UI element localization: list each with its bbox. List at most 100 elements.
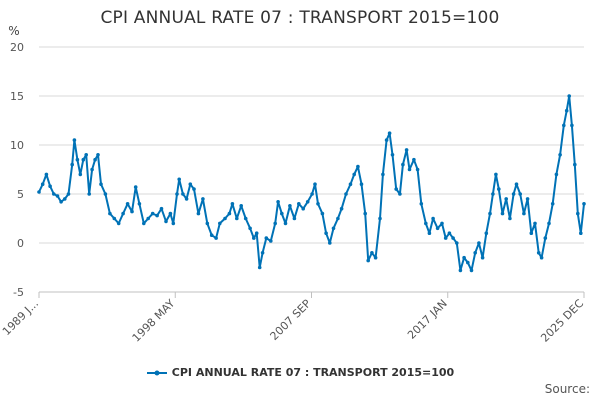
data-point (497, 187, 501, 191)
data-point (511, 192, 516, 196)
data-point (93, 157, 97, 162)
data-point (451, 236, 455, 240)
data-point (500, 211, 505, 216)
data-point (370, 251, 374, 255)
data-point (462, 255, 466, 260)
data-point (235, 216, 239, 221)
data-point (419, 202, 424, 206)
data-point (218, 221, 222, 226)
legend-swatch (146, 370, 167, 376)
data-point (214, 236, 218, 240)
data-point (407, 167, 412, 172)
data-point (81, 157, 86, 162)
data-point (66, 192, 71, 196)
y-tick-label: 0 (17, 237, 24, 250)
data-point (313, 182, 317, 186)
data-point (359, 182, 364, 186)
x-tick-label: 2017 JAN (405, 297, 450, 342)
data-point (440, 221, 444, 226)
data-point (146, 216, 150, 221)
data-point (52, 192, 56, 196)
data-point (292, 216, 297, 221)
data-point (381, 172, 385, 177)
data-point (257, 265, 262, 270)
data-point (344, 192, 348, 196)
y-tick-label: 15 (10, 90, 24, 103)
data-point (316, 202, 320, 206)
data-point (401, 162, 405, 167)
data-point (137, 202, 142, 206)
data-point (324, 231, 328, 235)
data-point (533, 221, 537, 226)
data-point (480, 255, 485, 260)
data-point (518, 192, 522, 196)
grid-layer (39, 46, 584, 293)
data-point (130, 209, 134, 214)
data-point (112, 216, 117, 221)
data-point (63, 197, 67, 201)
data-point (201, 197, 205, 201)
data-point (412, 157, 416, 162)
data-point (484, 231, 489, 235)
data-point (99, 182, 103, 186)
data-point (458, 268, 463, 273)
data-point (331, 226, 336, 231)
data-point (529, 231, 534, 235)
data-point (320, 211, 325, 216)
data-point (378, 216, 382, 221)
data-point (547, 221, 551, 226)
data-point (177, 177, 181, 182)
data-point (424, 221, 428, 226)
data-point (142, 221, 146, 226)
data-point (96, 153, 100, 157)
data-point (116, 221, 121, 226)
data-point (356, 164, 360, 169)
data-point (269, 239, 273, 243)
data-point (301, 206, 306, 211)
legend[interactable]: CPI ANNUAL RATE 07 : TRANSPORT 2015=100 (0, 366, 600, 379)
data-point (398, 192, 402, 196)
data-point (328, 241, 332, 245)
data-point (168, 211, 173, 216)
data-point (305, 200, 310, 204)
data-point (455, 241, 459, 245)
data-point (171, 221, 176, 226)
data-point (108, 211, 112, 216)
data-point (90, 167, 94, 172)
data-point (573, 162, 577, 167)
x-tick-label: 2025 DEC (538, 297, 586, 345)
data-point (348, 182, 353, 186)
chart-title: CPI ANNUAL RATE 07 : TRANSPORT 2015=100 (100, 8, 500, 28)
data-point (288, 204, 292, 208)
series-layer (37, 94, 586, 273)
data-point (443, 236, 448, 240)
data-point (550, 202, 555, 206)
data-point (447, 231, 452, 235)
data-point (254, 231, 259, 235)
data-point (384, 138, 389, 142)
data-point (59, 200, 63, 204)
data-point (390, 153, 395, 157)
data-point (72, 138, 77, 142)
data-point (75, 157, 80, 162)
data-point (192, 187, 196, 191)
data-point (494, 172, 498, 177)
data-point (504, 197, 509, 201)
data-point (366, 258, 371, 263)
data-point (435, 226, 440, 231)
data-point (310, 192, 314, 196)
data-point (196, 211, 201, 216)
data-point (55, 194, 60, 198)
data-point (260, 251, 265, 255)
data-point (276, 200, 280, 204)
data-point (514, 182, 519, 186)
data-point (488, 211, 492, 216)
data-point (473, 251, 478, 255)
series-line (38, 95, 585, 272)
data-point (78, 172, 83, 177)
data-point (121, 211, 125, 216)
data-point (70, 162, 74, 167)
data-point (387, 131, 392, 135)
data-point (223, 216, 227, 221)
